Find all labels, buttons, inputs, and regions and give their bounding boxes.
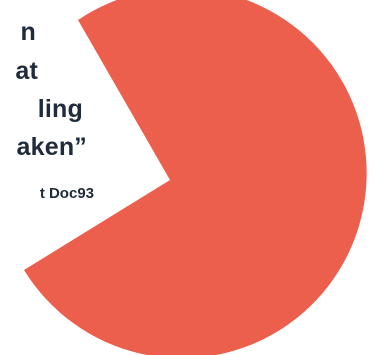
pie-body <box>24 0 367 355</box>
quote-line-2: at <box>15 57 38 85</box>
quote-attribution: t Doc93 <box>39 185 94 202</box>
quote-line-4: aken” <box>16 133 87 161</box>
quote-line-3: ling <box>37 95 83 123</box>
quote-line-1: n <box>20 18 36 46</box>
